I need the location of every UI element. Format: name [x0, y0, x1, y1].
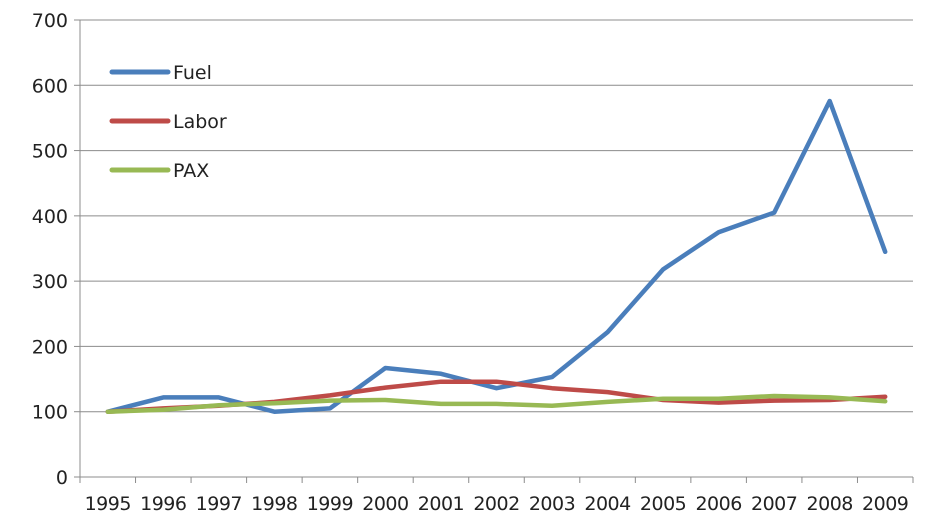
x-tick-label: 2001 — [418, 493, 464, 515]
x-axis-ticks: 1995 1996 1997 1998 1999 2000 2001 2002 2003 2004… — [79, 477, 914, 515]
y-tick-label: 500 — [32, 141, 68, 163]
series-lines — [105, 98, 888, 414]
y-tick-label: 700 — [32, 10, 68, 32]
legend-label-labor: Labor — [173, 111, 227, 133]
x-tick-label: 1999 — [307, 493, 353, 515]
x-tick-label: 1996 — [140, 493, 186, 515]
x-tick-label: 2000 — [362, 493, 408, 515]
x-tick-label: 2003 — [529, 493, 575, 515]
x-tick-label: 1998 — [251, 493, 297, 515]
x-tick-label: 2009 — [862, 493, 908, 515]
x-tick-label: 2002 — [473, 493, 519, 515]
y-tick-label: 600 — [32, 75, 68, 97]
y-tick-label: 400 — [32, 206, 68, 228]
x-tick-label: 2006 — [695, 493, 741, 515]
y-tick-label: 0 — [56, 467, 68, 489]
legend: Fuel Labor PAX — [109, 62, 227, 182]
y-axis-ticks: 0 100 200 300 400 500 600 700 — [32, 10, 80, 489]
gridlines — [80, 19, 913, 413]
legend-label-fuel: Fuel — [173, 62, 212, 84]
x-tick-label: 1995 — [85, 493, 131, 515]
y-tick-label: 200 — [32, 336, 68, 358]
x-tick-label: 2007 — [751, 493, 797, 515]
legend-label-pax: PAX — [173, 160, 209, 182]
x-tick-label: 2008 — [807, 493, 853, 515]
x-tick-label: 2005 — [640, 493, 686, 515]
y-tick-label: 100 — [32, 402, 68, 424]
y-tick-label: 300 — [32, 271, 68, 293]
series-line-pax — [105, 393, 888, 414]
series-line-fuel — [105, 98, 888, 414]
x-tick-label: 1997 — [196, 493, 242, 515]
x-tick-label: 2004 — [584, 493, 631, 515]
axes — [79, 20, 913, 478]
